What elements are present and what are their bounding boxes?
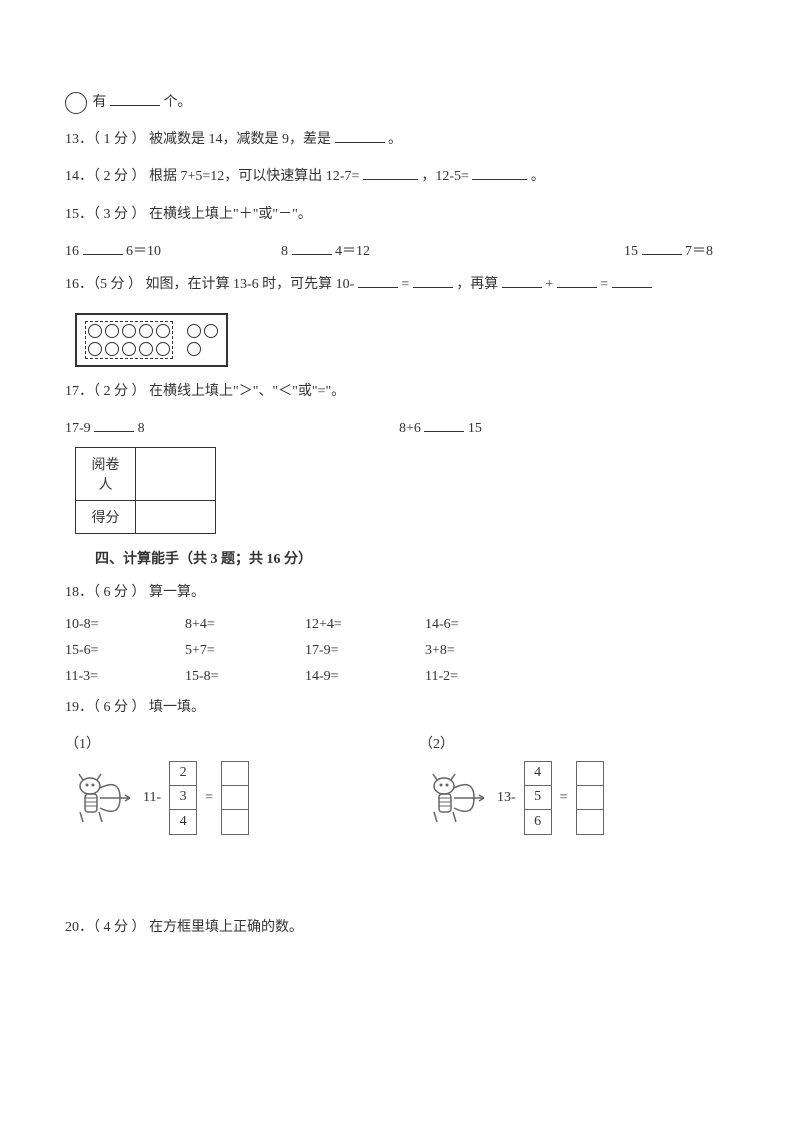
q17-item-1: 17-9 8 — [65, 416, 399, 437]
q14-mid: ，12-5= — [421, 169, 469, 184]
score-row2-label: 得分 — [76, 501, 136, 534]
q19-container: （1） 11- 2 3 4 = — [65, 733, 733, 835]
q17-2b: 15 — [468, 421, 482, 436]
q18-item-2-1: 15-8= — [185, 669, 305, 685]
q17-item-2: 8+6 15 — [399, 416, 733, 437]
score-row1-value[interactable] — [136, 448, 216, 501]
q15-item-2: 8 4＝12 — [281, 239, 497, 260]
q15-title: 15．（ 3 分 ） 在横线上填上"＋"或"－"。 — [65, 202, 733, 227]
q19-1-answers[interactable] — [221, 761, 249, 835]
q16-mid4: = — [600, 277, 611, 292]
q17-2a: 8+6 — [399, 421, 421, 436]
q12-tail: 有 个。 — [65, 90, 733, 115]
q19-title: 19．（ 6 分 ） 填一填。 — [65, 695, 733, 720]
q15-3b: 7＝8 — [685, 244, 713, 259]
q18-item-0-0: 10-8= — [65, 617, 185, 633]
q17-2-blank[interactable] — [424, 416, 464, 432]
circle-group-right — [187, 324, 218, 356]
archer-icon — [65, 768, 135, 828]
q18-item-2-3: 11-2= — [425, 669, 545, 685]
q15-item-1: 16 6＝10 — [65, 239, 281, 260]
q15-1-blank[interactable] — [83, 239, 123, 255]
q14: 14．（ 2 分 ） 根据 7+5=12，可以快速算出 12-7= ，12-5=… — [65, 164, 733, 189]
q19-2-base: 13- — [497, 790, 516, 806]
q12-text2: 个。 — [164, 95, 192, 110]
q19-1-nums: 2 3 4 — [169, 761, 197, 835]
q19-part-1: （1） 11- 2 3 4 = — [65, 733, 379, 835]
q14-prefix: 14．（ 2 分 ） 根据 7+5=12，可以快速算出 12-7= — [65, 169, 359, 184]
q16-mid3: + — [545, 277, 553, 292]
q16-blank5[interactable] — [612, 272, 652, 288]
score-row1-label: 阅卷人 — [76, 448, 136, 501]
q15-3-blank[interactable] — [642, 239, 682, 255]
q18-item-0-2: 12+4= — [305, 617, 425, 633]
q16-mid1: = — [401, 277, 412, 292]
q18-rows: 10-8=8+4=12+4=14-6= 15-6=5+7=17-9=3+8= 11-… — [65, 617, 733, 685]
q14-blank2[interactable] — [472, 164, 527, 180]
q16-blank3[interactable] — [502, 272, 542, 288]
q17-row: 17-9 8 8+6 15 — [65, 416, 733, 437]
q19-1-label: （1） — [65, 733, 379, 753]
circle-icon — [65, 92, 87, 114]
q19-part-2: （2） 13- 4 5 6 = — [419, 733, 733, 835]
q17-title: 17．（ 2 分 ） 在横线上填上"＞"、"＜"或"="。 — [65, 379, 733, 404]
q18-item-2-0: 11-3= — [65, 669, 185, 685]
q13: 13．（ 1 分 ） 被减数是 14，减数是 9，差是 。 — [65, 127, 733, 152]
q14-suffix: 。 — [531, 169, 545, 184]
q15-row: 16 6＝10 8 4＝12 15 7＝8 — [65, 239, 733, 260]
q15-2a: 8 — [281, 244, 288, 259]
q18-item-1-0: 15-6= — [65, 643, 185, 659]
q18-item-1-1: 5+7= — [185, 643, 305, 659]
q18-item-0-1: 8+4= — [185, 617, 305, 633]
q16-blank1[interactable] — [358, 272, 398, 288]
q16-circles-diagram — [75, 313, 228, 367]
q12-blank[interactable] — [110, 90, 160, 106]
q16-blank4[interactable] — [557, 272, 597, 288]
archer-icon — [419, 768, 489, 828]
q18-title: 18．（ 6 分 ） 算一算。 — [65, 580, 733, 605]
section4-title: 四、计算能手（共 3 题；共 16 分） — [95, 548, 733, 568]
q15-1a: 16 — [65, 244, 79, 259]
q16-blank2[interactable] — [413, 272, 453, 288]
q18-item-2-2: 14-9= — [305, 669, 425, 685]
eq-sign-2: = — [560, 790, 568, 806]
q15-3a: 15 — [624, 244, 638, 259]
q12-text1: 有 — [93, 95, 107, 110]
q18-item-1-2: 17-9= — [305, 643, 425, 659]
q15-1b: 6＝10 — [126, 244, 161, 259]
q13-blank[interactable] — [335, 127, 385, 143]
q16: 16．（5 分 ） 如图，在计算 13-6 时，可先算 10- = ，再算 + … — [65, 272, 733, 297]
q15-item-3: 15 7＝8 — [497, 239, 733, 260]
q16-prefix: 16．（5 分 ） 如图，在计算 13-6 时，可先算 10- — [65, 277, 358, 292]
q15-2-blank[interactable] — [292, 239, 332, 255]
q20: 20．（ 4 分 ） 在方框里填上正确的数。 — [65, 915, 733, 940]
q18-row-0: 10-8=8+4=12+4=14-6= — [65, 617, 733, 633]
q16-mid2: ，再算 — [456, 277, 502, 292]
q19-2-nums: 4 5 6 — [524, 761, 552, 835]
q17-1b: 8 — [138, 421, 145, 436]
q17-1a: 17-9 — [65, 421, 91, 436]
q18-item-1-3: 3+8= — [425, 643, 545, 659]
eq-sign-1: = — [205, 790, 213, 806]
score-table: 阅卷人 得分 — [75, 447, 216, 534]
q14-blank1[interactable] — [363, 164, 418, 180]
score-row2-value[interactable] — [136, 501, 216, 534]
q17-1-blank[interactable] — [94, 416, 134, 432]
q18-row-2: 11-3=15-8=14-9=11-2= — [65, 669, 733, 685]
q18-row-1: 15-6=5+7=17-9=3+8= — [65, 643, 733, 659]
q19-2-answers[interactable] — [576, 761, 604, 835]
circle-group-left — [85, 321, 173, 359]
q19-1-base: 11- — [143, 790, 161, 806]
q13-suffix: 。 — [388, 132, 402, 147]
q15-2b: 4＝12 — [335, 244, 370, 259]
q18-item-0-3: 14-6= — [425, 617, 545, 633]
q13-prefix: 13．（ 1 分 ） 被减数是 14，减数是 9，差是 — [65, 132, 331, 147]
q19-2-label: （2） — [419, 733, 733, 753]
